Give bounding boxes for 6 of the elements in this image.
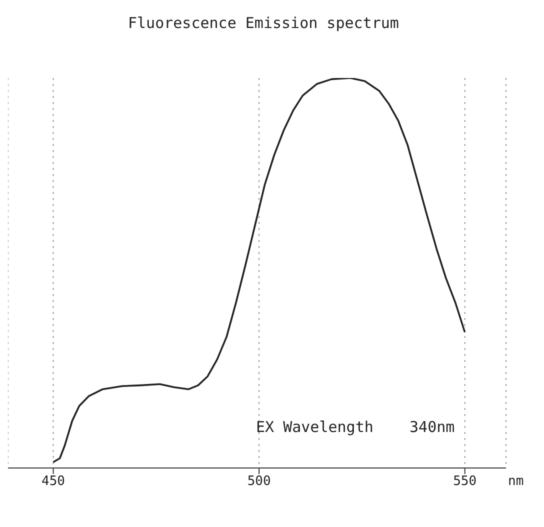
x-tick-label: 550 [453, 474, 477, 490]
x-axis-title: nm [508, 474, 524, 489]
annotation: EX Wavelength 340nm [256, 418, 455, 436]
chart-title: Fluorescence Emission spectrum [128, 14, 399, 32]
x-tick-label: 450 [42, 474, 66, 490]
x-tick-label: 500 [247, 474, 271, 490]
